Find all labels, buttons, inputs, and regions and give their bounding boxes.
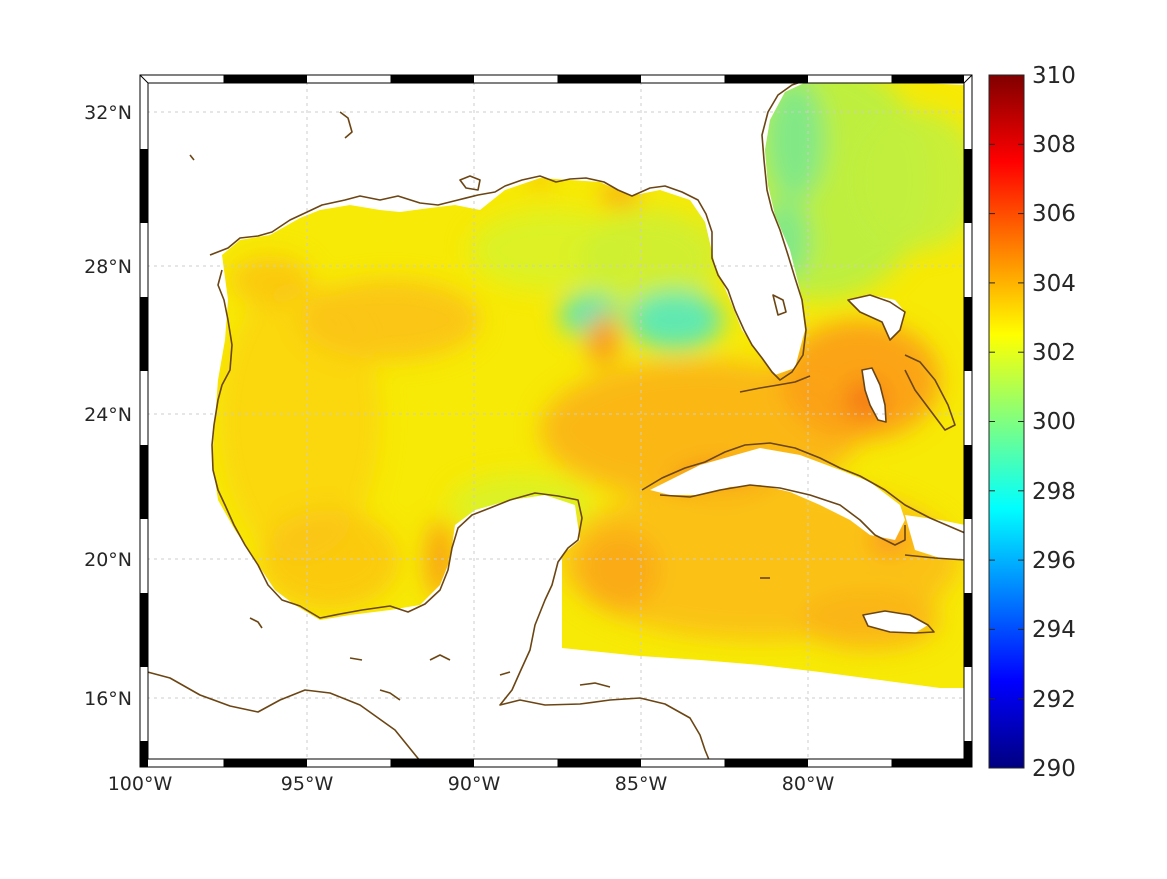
map-frame bbox=[139, 74, 973, 768]
lon-label: 90°W bbox=[448, 773, 501, 795]
coastlines bbox=[139, 76, 966, 768]
lat-label: 20°N bbox=[84, 549, 132, 571]
lat-label: 16°N bbox=[84, 688, 132, 710]
lon-label: 80°W bbox=[782, 773, 835, 795]
lat-label: 32°N bbox=[84, 102, 132, 124]
colorbar: 310 308 306 304 302 300 298 296 294 292 … bbox=[988, 63, 1076, 782]
colorbar-label: 310 bbox=[1032, 63, 1076, 89]
colorbar-label: 294 bbox=[1032, 617, 1076, 643]
lat-label: 28°N bbox=[84, 256, 132, 278]
latitude-labels: 32°N 28°N 24°N 20°N 16°N bbox=[84, 102, 132, 710]
colorbar-labels: 310 308 306 304 302 300 298 296 294 292 … bbox=[1032, 63, 1076, 782]
colorbar-label: 306 bbox=[1032, 201, 1076, 227]
colorbar-label: 302 bbox=[1032, 340, 1076, 366]
lon-label: 95°W bbox=[281, 773, 334, 795]
lat-label: 24°N bbox=[84, 404, 132, 426]
colorbar-label: 308 bbox=[1032, 132, 1076, 158]
graticule bbox=[140, 75, 972, 767]
lon-label: 85°W bbox=[615, 773, 668, 795]
lon-label: 100°W bbox=[108, 773, 173, 795]
colorbar-label: 290 bbox=[1032, 756, 1076, 782]
longitude-labels: 100°W 95°W 90°W 85°W 80°W bbox=[108, 773, 835, 795]
colorbar-label: 298 bbox=[1032, 479, 1076, 505]
colorbar-label: 300 bbox=[1032, 409, 1076, 435]
colorbar-label: 304 bbox=[1032, 271, 1076, 297]
colorbar-ticks bbox=[989, 143, 1024, 700]
colorbar-label: 296 bbox=[1032, 548, 1076, 574]
colorbar-label: 292 bbox=[1032, 687, 1076, 713]
